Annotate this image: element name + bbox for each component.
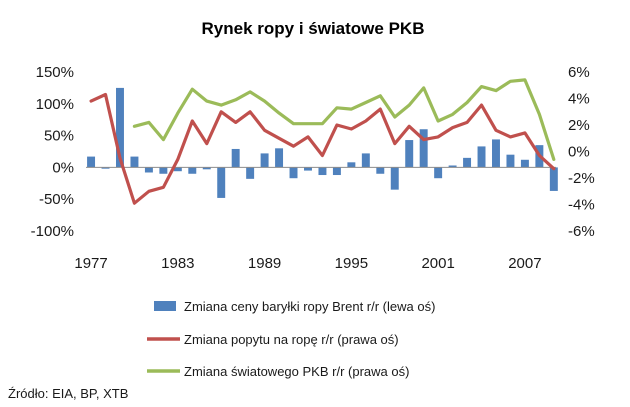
bar-1979 xyxy=(116,87,124,168)
series-line-2 xyxy=(132,78,556,161)
bar-1990 xyxy=(275,148,284,168)
x-tick-label: 2001 xyxy=(421,255,454,272)
bar-1999 xyxy=(405,140,414,168)
series-line-1 xyxy=(89,92,556,205)
x-axis-ticks: 1977 1983 1989 1995 2001 2007 xyxy=(74,255,541,272)
bar-1985 xyxy=(202,167,211,170)
bar-1983 xyxy=(173,167,182,172)
chart-title: Rynek ropy i światowe PKB xyxy=(202,19,425,38)
bar-2002 xyxy=(448,165,457,168)
bar-1981 xyxy=(144,167,153,173)
left-tick-label: -50% xyxy=(39,191,74,208)
x-tick-label: 1977 xyxy=(74,255,107,272)
bar-1995 xyxy=(347,162,356,168)
legend: Zmiana ceny baryłki ropy Brent r/r (lewa… xyxy=(147,299,435,379)
bar-2004 xyxy=(477,146,486,168)
bar-1996 xyxy=(361,153,370,168)
bar-1998 xyxy=(390,167,399,190)
x-tick-label: 1995 xyxy=(335,255,368,272)
bar-1988 xyxy=(246,167,255,179)
x-tick-label: 1989 xyxy=(248,255,281,272)
bar-2005 xyxy=(492,139,500,168)
bar-1977 xyxy=(87,156,96,168)
bar-1982 xyxy=(159,167,168,174)
bar-1991 xyxy=(289,167,298,179)
bar-1997 xyxy=(376,167,385,174)
bar-1994 xyxy=(332,167,341,176)
bar-2001 xyxy=(434,167,443,179)
bar-2007 xyxy=(520,159,529,168)
bar-2009 xyxy=(549,167,558,191)
legend-label: Zmiana światowego PKB r/r (prawa oś) xyxy=(184,364,409,379)
left-tick-label: 100% xyxy=(36,96,74,113)
x-tick-label: 1983 xyxy=(161,255,194,272)
source-note: Źródło: EIA, BP, XTB xyxy=(8,386,128,401)
bar-1986 xyxy=(217,167,226,198)
bar-1993 xyxy=(318,167,327,176)
legend-label: Zmiana ceny baryłki ropy Brent r/r (lewa… xyxy=(184,299,435,314)
right-tick-label: 4% xyxy=(568,91,590,108)
brent-price-bars xyxy=(87,87,558,198)
bar-1978 xyxy=(101,167,110,169)
right-tick-label: 0% xyxy=(568,144,590,161)
right-tick-label: -2% xyxy=(568,170,595,187)
left-axis-ticks: 150% 100% 50% 0% -50% -100% xyxy=(31,64,74,240)
left-tick-label: 150% xyxy=(36,64,74,81)
bar-1980 xyxy=(130,156,139,168)
bar-1987 xyxy=(231,148,240,168)
right-tick-label: -4% xyxy=(568,197,595,214)
bar-2000 xyxy=(419,129,428,168)
bar-1992 xyxy=(304,167,312,171)
right-tick-label: 2% xyxy=(568,117,590,134)
right-tick-label: 6% xyxy=(568,64,590,81)
left-tick-label: 0% xyxy=(52,159,74,176)
legend-label: Zmiana popytu na ropę r/r (prawa oś) xyxy=(184,332,399,347)
left-tick-label: -100% xyxy=(31,223,74,240)
bar-1989 xyxy=(260,153,269,168)
legend-swatch-bar xyxy=(154,301,176,311)
left-tick-label: 50% xyxy=(44,128,74,145)
bar-2003 xyxy=(463,157,472,168)
x-tick-label: 2007 xyxy=(508,255,541,272)
bar-1984 xyxy=(188,167,197,174)
right-tick-label: -6% xyxy=(568,223,595,240)
right-axis-ticks: 6% 4% 2% 0% -2% -4% -6% xyxy=(568,64,595,240)
bar-2006 xyxy=(506,154,515,168)
series-lines xyxy=(89,78,556,205)
